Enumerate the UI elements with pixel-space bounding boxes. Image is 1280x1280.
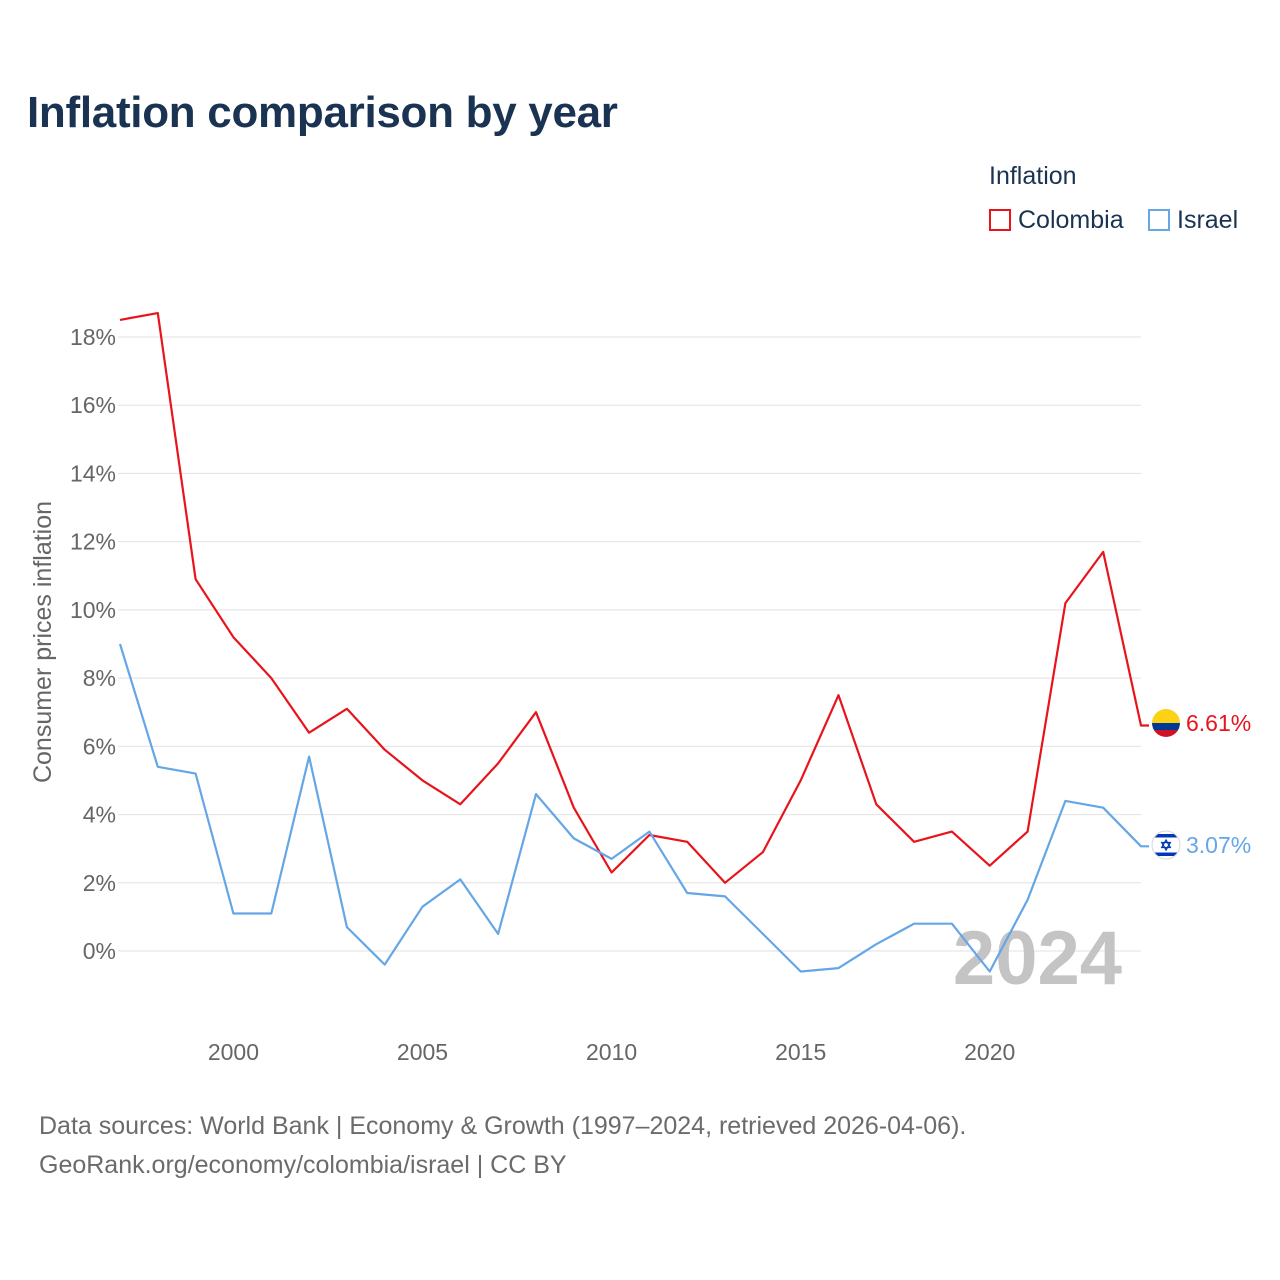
- year-watermark: 2024: [953, 916, 1122, 1001]
- y-axis-label: Consumer prices inflation: [29, 501, 57, 783]
- y-tick-label: 12%: [70, 529, 116, 555]
- y-tick-label: 0%: [83, 938, 116, 964]
- y-tick-label: 4%: [83, 802, 116, 828]
- legend-title: Inflation: [989, 162, 1077, 190]
- legend-item-colombia[interactable]: Colombia: [989, 205, 1124, 235]
- source-line-2[interactable]: GeoRank.org/economy/colombia/israel | CC…: [39, 1151, 567, 1179]
- israel-end-value-label: 3.07%: [1186, 832, 1251, 858]
- line-chart: 0%2%4%6%8%10%12%14%16%18% 2000 2005 2010 20…: [29, 312, 1251, 1065]
- y-tick-label: 14%: [70, 460, 116, 486]
- source-line-1[interactable]: Data sources: World Bank | Economy & Gro…: [39, 1112, 967, 1140]
- colombia-end-value-label: 6.61%: [1186, 710, 1251, 736]
- israel-flag-icon: [1152, 831, 1180, 859]
- x-tick-label: 2005: [397, 1039, 448, 1065]
- series-line-israel[interactable]: [118, 643, 1149, 973]
- y-tick-label: 6%: [83, 733, 116, 759]
- x-axis-ticks: 2000 2005 2010 2015 2020: [208, 1039, 1015, 1065]
- legend-swatch-israel: [1148, 209, 1170, 231]
- y-axis-ticks: 0% 2% 4% 6% 8% 10% 12% 14% 16% 18%: [70, 324, 116, 964]
- y-tick-label: 18%: [70, 324, 116, 350]
- series-lines: [118, 312, 1149, 973]
- y-tick-label: 10%: [70, 597, 116, 623]
- y-tick-label: 16%: [70, 392, 116, 418]
- colombia-flag-icon: [1152, 709, 1180, 737]
- gridlines: [118, 336, 1141, 952]
- legend-item-israel[interactable]: Israel: [1148, 205, 1238, 235]
- series-line-colombia[interactable]: [119, 312, 1149, 884]
- legend-label-colombia: Colombia: [1018, 205, 1124, 234]
- chart-title: Inflation comparison by year: [27, 88, 618, 137]
- legend-swatch-colombia: [989, 209, 1011, 231]
- source-note: Data sources: World Bank | Economy & Gro…: [39, 1107, 966, 1185]
- y-tick-label: 8%: [83, 665, 116, 691]
- x-tick-label: 2020: [964, 1039, 1015, 1065]
- x-tick-label: 2000: [208, 1039, 259, 1065]
- legend-label-israel: Israel: [1177, 205, 1239, 234]
- x-tick-label: 2015: [775, 1039, 826, 1065]
- x-tick-label: 2010: [586, 1039, 637, 1065]
- y-tick-label: 2%: [83, 870, 116, 896]
